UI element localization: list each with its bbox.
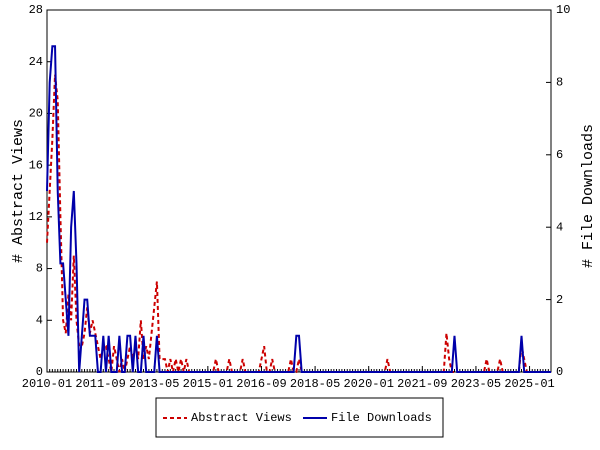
- x-tick-label: 2016-09: [236, 377, 286, 391]
- legend: [155, 397, 444, 438]
- series-line: [46, 45, 551, 373]
- y2-tick-label: 10: [556, 3, 570, 17]
- y-tick-label: 8: [36, 262, 43, 276]
- y-tick-label: 24: [29, 55, 43, 69]
- x-tick-label: 2011-09: [75, 377, 125, 391]
- y2-tick-label: 8: [556, 76, 563, 90]
- y-tick-label: 0: [36, 365, 43, 379]
- x-tick-label: 2010-01: [22, 377, 72, 391]
- x-tick-label: 2025-01: [504, 377, 554, 391]
- legend-label: File Downloads: [331, 411, 432, 425]
- x-tick-label: 2013-05: [129, 377, 179, 391]
- x-tick-label: 2020-01: [343, 377, 393, 391]
- y2-axis-label: # File Downloads: [580, 124, 597, 268]
- x-tick-label: 2015-01: [183, 377, 233, 391]
- x-tick-label: 2018-05: [290, 377, 340, 391]
- y-tick-label: 28: [29, 3, 43, 17]
- y-tick-label: 16: [29, 158, 43, 172]
- x-tick-label: 2021-09: [397, 377, 447, 391]
- y2-tick-label: 4: [556, 220, 563, 234]
- y2-tick-label: 0: [556, 365, 563, 379]
- plot-frame: [46, 9, 552, 373]
- y2-tick-label: 2: [556, 293, 563, 307]
- y-tick-label: 20: [29, 107, 43, 121]
- y-axis-label: # Abstract Views: [10, 119, 27, 263]
- legend-label: Abstract Views: [191, 411, 292, 425]
- y2-tick-label: 6: [556, 148, 563, 162]
- y-tick-label: 4: [36, 313, 43, 327]
- x-tick-label: 2023-05: [451, 377, 501, 391]
- y-tick-label: 12: [29, 210, 43, 224]
